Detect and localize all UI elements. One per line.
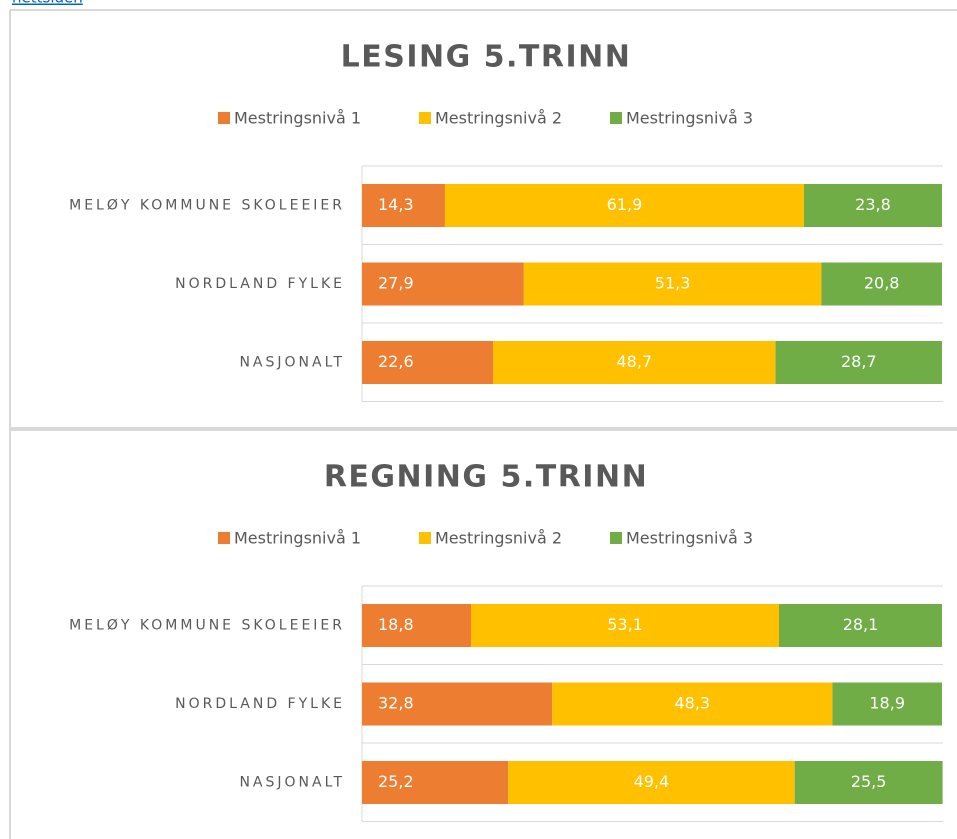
bar-segment (821, 262, 942, 306)
legend-label: Mestringsnivå 3 (626, 109, 753, 128)
bar-segment (794, 761, 943, 804)
chart-title: LESING 5.TRINN (341, 40, 632, 75)
data-label: 20,8 (864, 274, 900, 293)
legend-label: Mestringsnivå 2 (435, 109, 562, 128)
bar-segment (493, 341, 776, 384)
data-label: 22,6 (378, 352, 414, 371)
bar-segment (362, 761, 509, 804)
legend-swatch (218, 532, 230, 544)
legend-swatch (218, 112, 230, 124)
chart-title: REGNING 5.TRINN (324, 460, 648, 495)
bar-segment (471, 604, 780, 647)
bar-segment (362, 341, 494, 384)
data-label: 48,3 (674, 694, 710, 713)
category-label: MELØY KOMMUNE SKOLEEIER (69, 198, 345, 214)
bar-segment (552, 682, 833, 726)
link[interactable]: nettsiden (12, 0, 83, 7)
legend-label: Mestringsnivå 1 (234, 529, 361, 548)
data-label: 61,9 (607, 195, 643, 214)
data-label: 18,8 (378, 615, 414, 634)
data-label: 53,1 (607, 615, 643, 634)
bar-segment (803, 184, 942, 227)
data-label: 18,9 (869, 694, 905, 713)
legend-swatch (610, 112, 622, 124)
legend-label: Mestringsnivå 3 (626, 529, 753, 548)
bar-segment (444, 184, 804, 227)
category-label: NASJONALT (239, 355, 345, 371)
data-label: 28,1 (843, 615, 879, 634)
data-label: 25,5 (851, 772, 887, 791)
data-label: 25,2 (378, 772, 414, 791)
data-label: 32,8 (378, 694, 414, 713)
category-label: MELØY KOMMUNE SKOLEEIER (69, 618, 345, 634)
data-label: 23,8 (855, 195, 891, 214)
data-label: 28,7 (841, 352, 877, 371)
category-label: NORDLAND FYLKE (175, 696, 345, 712)
legend-swatch (419, 112, 431, 124)
data-label: 49,4 (634, 772, 670, 791)
legend-swatch (610, 532, 622, 544)
bar-segment (779, 604, 942, 647)
bar-segment (508, 761, 795, 804)
category-label: NASJONALT (239, 775, 345, 791)
data-label: 48,7 (616, 352, 652, 371)
data-label: 14,3 (378, 195, 414, 214)
category-label: NORDLAND FYLKE (175, 276, 345, 292)
bar-segment (775, 341, 942, 384)
bar-segment (362, 262, 524, 306)
bar-segment (362, 184, 445, 227)
bar-segment (832, 682, 942, 726)
bar-segment (362, 682, 553, 726)
data-label: 51,3 (655, 274, 691, 293)
bar-segment (523, 262, 822, 306)
legend-swatch (419, 532, 431, 544)
legend-label: Mestringsnivå 1 (234, 109, 361, 128)
bar-segment (362, 604, 472, 647)
data-label: 27,9 (378, 274, 414, 293)
legend-label: Mestringsnivå 2 (435, 529, 562, 548)
